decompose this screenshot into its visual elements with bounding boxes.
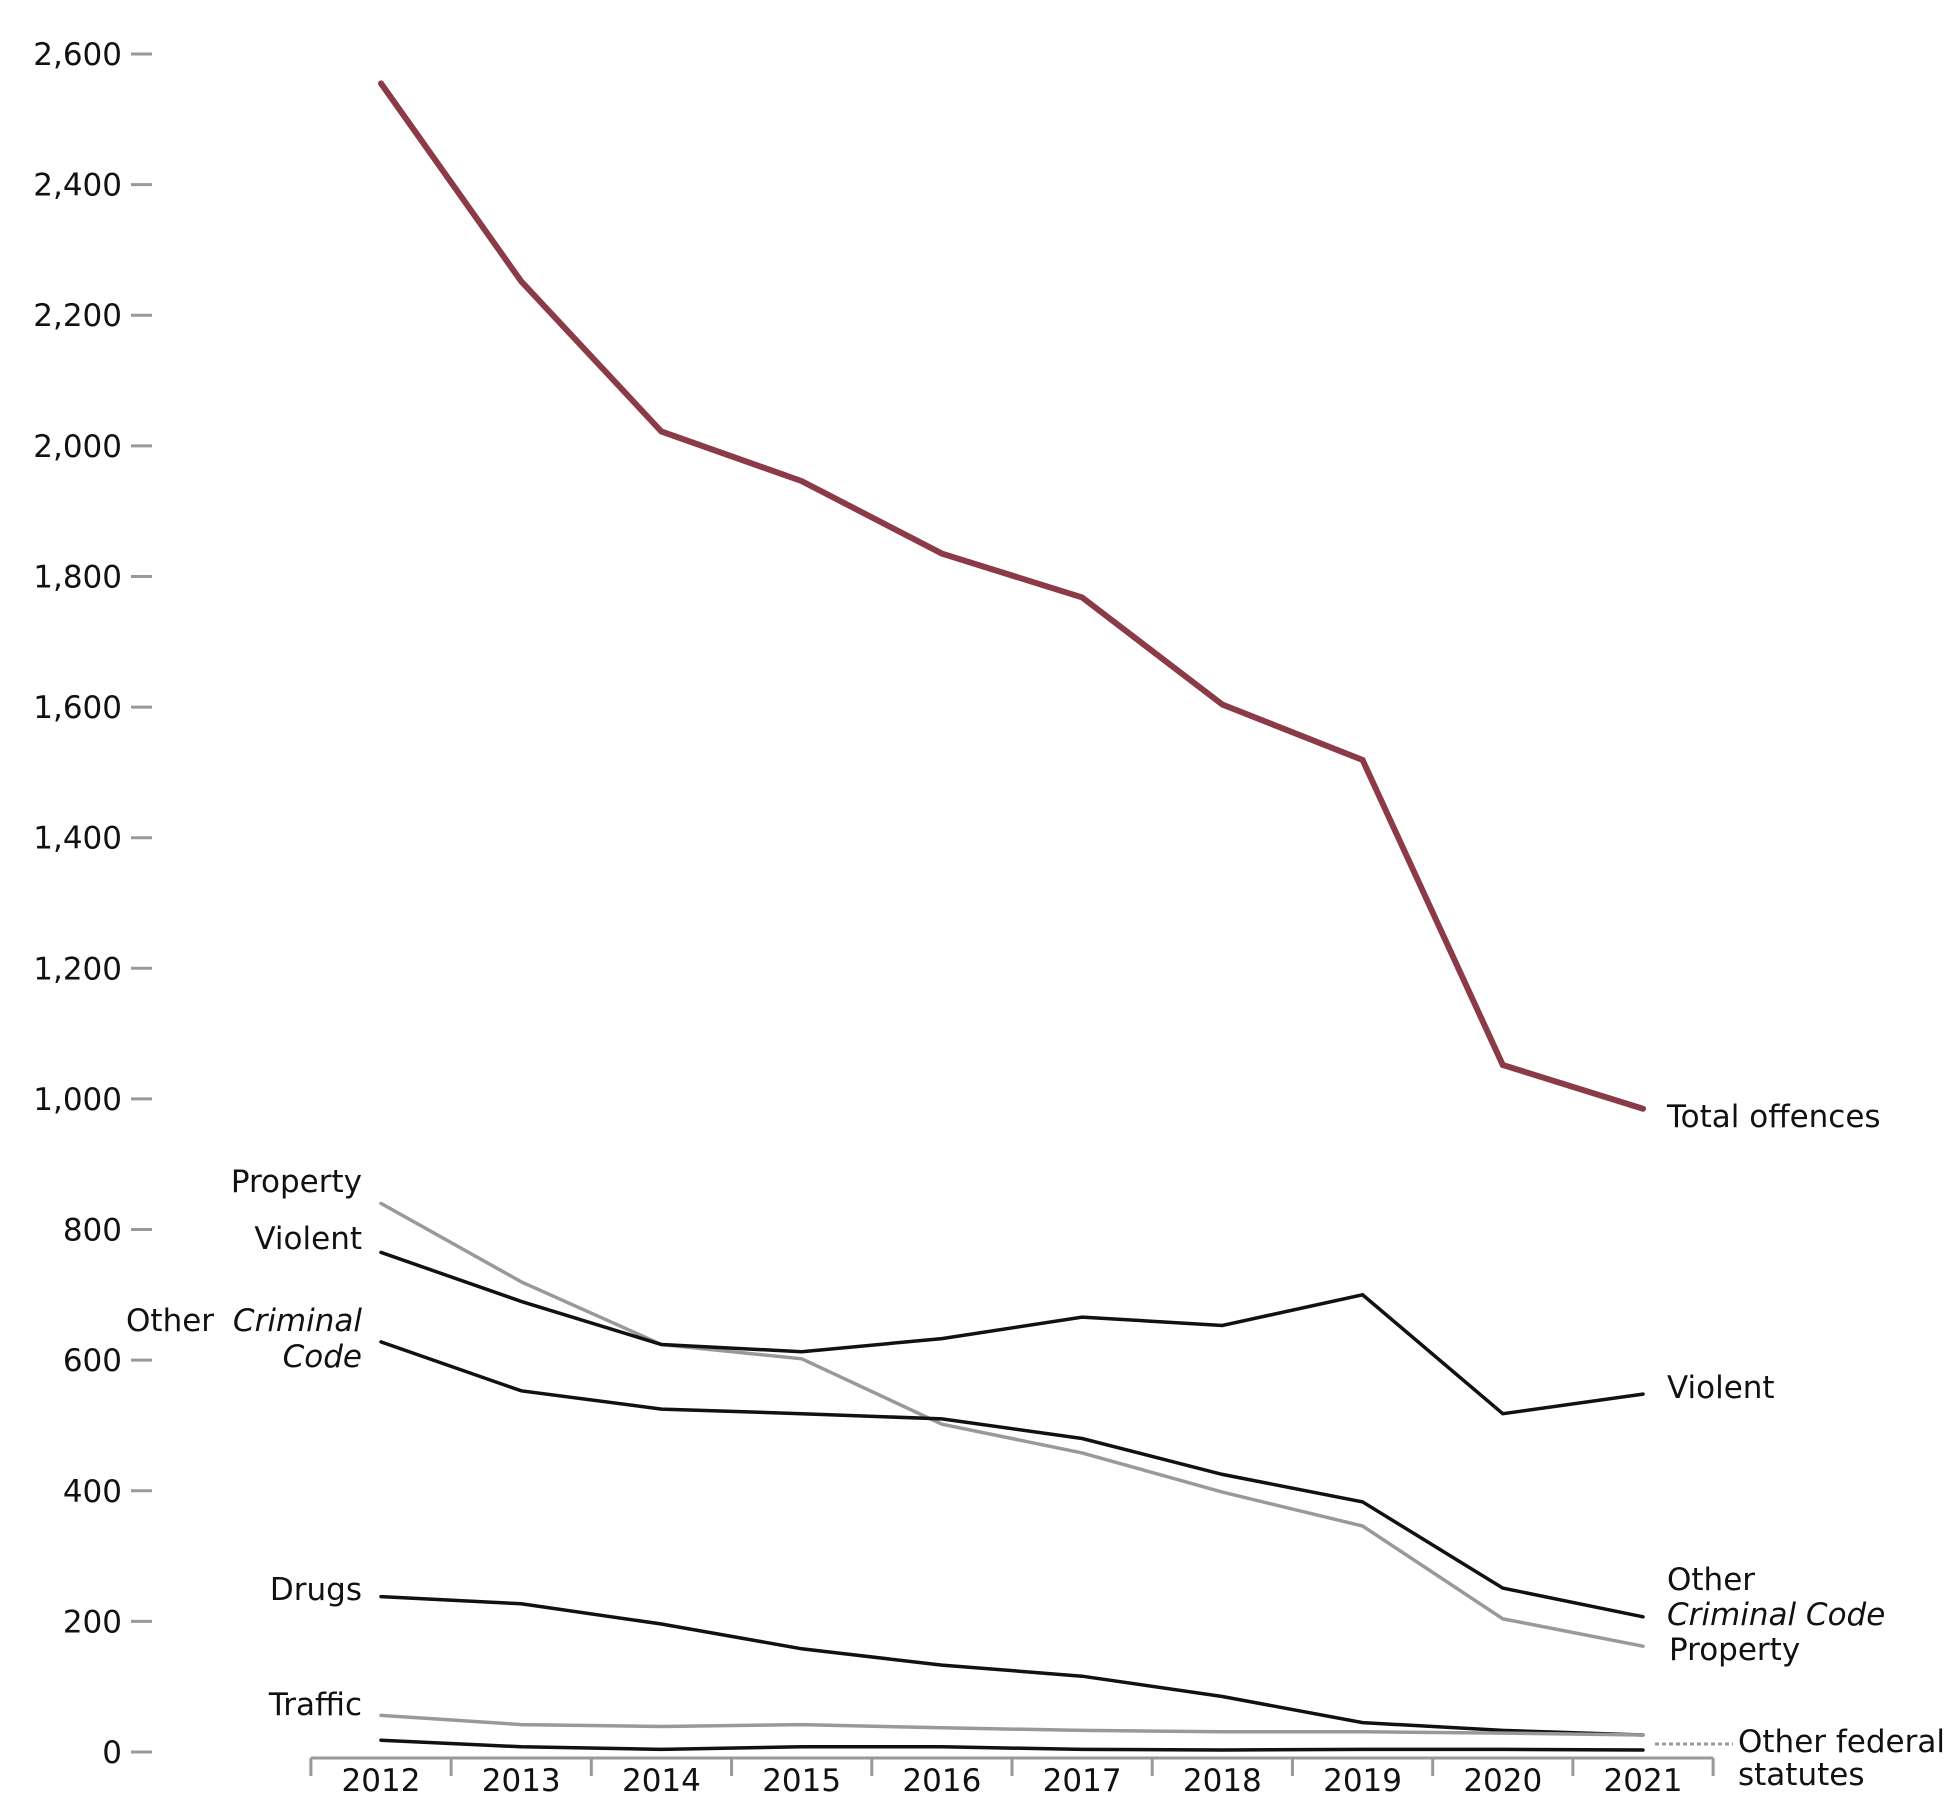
x-tick-label: 2020 [1463, 1763, 1542, 1799]
label-total-offences-right: Total offences [1666, 1099, 1881, 1135]
label-violent-right: Violent [1667, 1370, 1775, 1406]
y-tick-label: 2,600 [33, 37, 122, 73]
label-traffic-left: Traffic [268, 1687, 362, 1723]
y-tick-label: 2,400 [33, 168, 122, 204]
y-tick-label: 400 [63, 1474, 122, 1510]
y-tick-label: 600 [63, 1343, 122, 1379]
label-other-federal-right: Other federal [1738, 1724, 1945, 1760]
label-other-criminal-code-left: Other Criminal [126, 1303, 362, 1339]
label-other-right: Other [1667, 1562, 1755, 1598]
series-line-other_fed [379, 1738, 1645, 1752]
y-tick-label: 1,200 [33, 951, 122, 987]
label-property-left: Property [231, 1164, 362, 1200]
series-lines [378, 80, 1646, 1752]
label-other-word: Other [126, 1303, 214, 1339]
label-property-right: Property [1669, 1632, 1800, 1668]
series-line-drugs [379, 1594, 1645, 1737]
label-criminal-code-right: Criminal Code [1667, 1597, 1885, 1633]
y-tick-label: 800 [63, 1213, 122, 1249]
label-drugs-left: Drugs [270, 1572, 362, 1608]
label-code-word-left: Code [283, 1339, 362, 1375]
label-criminal-word: Criminal [233, 1303, 362, 1339]
label-statutes-right: statutes [1738, 1757, 1864, 1793]
x-tick-label: 2019 [1323, 1763, 1402, 1799]
y-tick-label: 1,600 [33, 690, 122, 726]
x-tick-label: 2015 [762, 1763, 841, 1799]
label-violent-left: Violent [254, 1221, 362, 1257]
series-line-violent [379, 1250, 1645, 1416]
y-tick-label: 1,800 [33, 559, 122, 595]
x-tick-label: 2014 [622, 1763, 701, 1799]
y-tick-label: 0 [102, 1735, 122, 1771]
y-tick-label: 1,400 [33, 821, 122, 857]
series-line-traffic [379, 1713, 1645, 1737]
series-line-total [378, 80, 1646, 1112]
x-tick-label: 2016 [902, 1763, 981, 1799]
x-tick-label: 2013 [482, 1763, 561, 1799]
y-tick-label: 2,000 [33, 429, 122, 465]
series-line-property [379, 1201, 1645, 1648]
x-tick-label: 2017 [1043, 1763, 1122, 1799]
x-tick-label: 2012 [342, 1763, 421, 1799]
y-axis: 0 200 400 600 800 1,000 1,200 1,400 1,600 1,800 2,… [33, 37, 152, 1771]
x-tick-label: 2021 [1604, 1763, 1683, 1799]
x-axis: 2012 2013 2014 2015 2016 2017 2018 2019 2020 2021 [309, 1756, 1715, 1799]
y-tick-label: 1,000 [33, 1082, 122, 1118]
y-tick-label: 200 [63, 1604, 122, 1640]
x-tick-label: 2018 [1183, 1763, 1262, 1799]
y-tick-label: 2,200 [33, 298, 122, 334]
series-line-other_cc [379, 1340, 1645, 1619]
